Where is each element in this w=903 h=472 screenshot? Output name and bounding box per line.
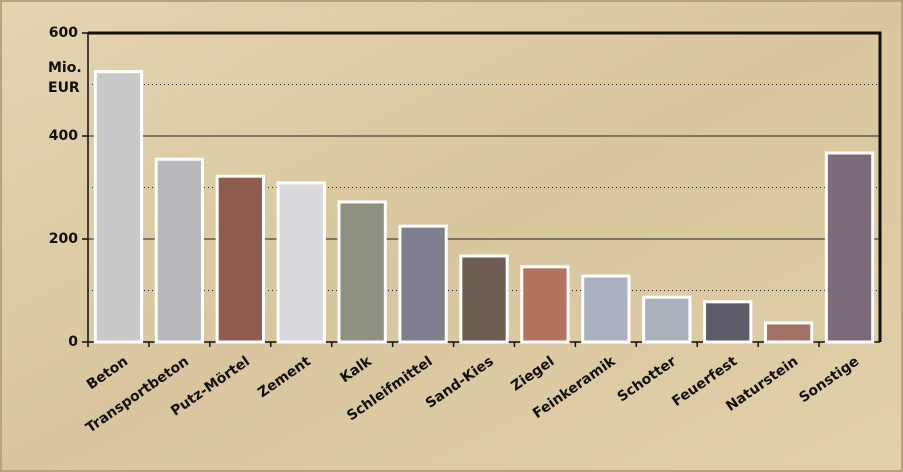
bar bbox=[763, 321, 814, 344]
bar bbox=[459, 254, 509, 344]
bar bbox=[337, 200, 387, 344]
bar bbox=[703, 300, 753, 344]
bar bbox=[824, 151, 875, 344]
bar bbox=[581, 274, 631, 344]
bar bbox=[154, 157, 205, 344]
bar bbox=[398, 224, 448, 344]
y-tick-label: 0 bbox=[68, 334, 78, 350]
y-axis-label: EUR bbox=[48, 80, 80, 96]
bar bbox=[215, 174, 265, 344]
y-axis-label: Mio. bbox=[48, 60, 82, 76]
y-tick-label: 200 bbox=[49, 231, 78, 247]
bar bbox=[642, 295, 692, 344]
y-tick-label: 600 bbox=[49, 25, 78, 41]
bar bbox=[276, 181, 326, 344]
bar bbox=[520, 265, 570, 344]
y-tick-label: 400 bbox=[49, 128, 78, 144]
bar bbox=[93, 70, 144, 344]
